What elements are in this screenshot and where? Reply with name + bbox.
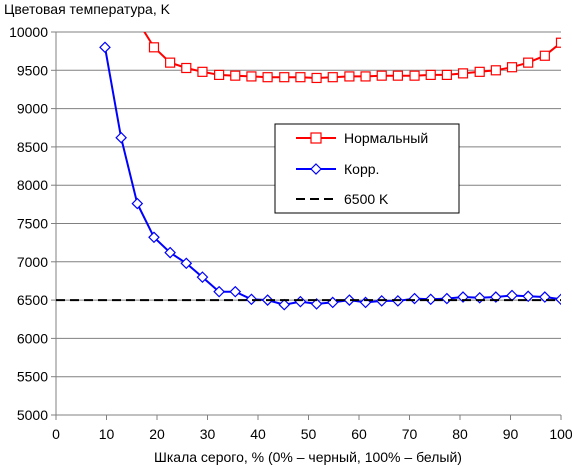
data-point	[326, 296, 339, 309]
y-tick-label: 5000	[17, 407, 48, 423]
data-point	[392, 70, 403, 81]
data-point	[294, 295, 307, 308]
x-tick-label: 40	[250, 426, 266, 442]
legend-label-reference: 6500 K	[344, 191, 389, 207]
data-point	[360, 71, 371, 82]
legend: Нормальный Корр. 6500 K	[274, 123, 460, 214]
data-point	[522, 290, 535, 303]
data-point	[539, 50, 550, 61]
data-point	[311, 72, 322, 84]
x-tick-label: 100	[549, 426, 572, 442]
y-tick-label: 9000	[17, 101, 48, 117]
y-tick-label: 7500	[17, 216, 48, 232]
data-point	[246, 71, 257, 82]
data-point	[506, 289, 518, 302]
y-tick-labels: 5000 5500 6000 6500 7000 7500 8000 8500 9000 9500…	[9, 24, 56, 423]
legend-marker-corrected	[310, 163, 322, 175]
data-point	[164, 246, 176, 259]
y-tick-label: 9500	[17, 62, 48, 78]
data-point	[555, 293, 561, 306]
data-point	[115, 131, 127, 144]
data-point	[278, 298, 291, 311]
x-tick-label: 30	[200, 426, 216, 442]
data-point	[131, 197, 144, 210]
x-axis-title: Шкала серого, % (0% – черный, 100% – бел…	[154, 449, 462, 465]
data-point	[148, 231, 160, 244]
data-point	[376, 70, 387, 81]
data-point	[327, 72, 338, 83]
x-tick-label: 10	[99, 426, 115, 442]
data-point	[441, 69, 452, 80]
x-tick-label: 90	[503, 426, 519, 442]
data-point	[165, 57, 176, 68]
data-point	[474, 66, 485, 77]
y-tick-label: 5500	[17, 369, 48, 385]
data-point	[295, 72, 306, 83]
data-point	[245, 293, 258, 306]
data-point	[279, 72, 290, 83]
y-tick-label: 8500	[17, 139, 48, 155]
data-point	[214, 69, 225, 80]
data-point	[408, 292, 421, 305]
x-tick-label: 20	[149, 426, 165, 442]
data-point	[441, 292, 453, 305]
data-point	[424, 293, 437, 306]
data-point	[181, 62, 192, 74]
data-point	[555, 37, 561, 48]
series-layer	[56, 16, 561, 311]
series-0	[133, 16, 561, 84]
x-tick-label: 60	[351, 426, 367, 442]
x-tick-label: 50	[301, 426, 317, 442]
data-point	[310, 298, 323, 310]
y-axis-title: Цветовая температура, K	[4, 1, 171, 17]
data-point	[230, 70, 241, 81]
data-point	[409, 70, 420, 81]
data-point	[262, 72, 273, 83]
legend-label-corrected: Корр.	[344, 161, 379, 177]
y-tick-label: 6500	[17, 292, 48, 308]
data-point	[506, 62, 518, 73]
data-point	[148, 42, 160, 53]
legend-label-normal: Нормальный	[344, 130, 428, 146]
x-tick-label: 70	[402, 426, 418, 442]
y-tick-label: 7000	[17, 254, 48, 270]
data-point	[457, 68, 469, 79]
y-tick-label: 8000	[17, 177, 48, 193]
data-point	[425, 69, 436, 80]
data-point	[133, 16, 142, 25]
data-point	[196, 271, 209, 283]
data-point	[359, 296, 372, 309]
data-point	[490, 65, 501, 76]
data-point	[229, 285, 242, 298]
data-point	[523, 57, 534, 68]
x-tick-label: 0	[52, 426, 60, 442]
data-point	[343, 294, 356, 306]
x-tick-label: 80	[452, 426, 468, 442]
data-point	[99, 41, 111, 54]
data-point	[197, 66, 208, 77]
y-tick-label: 10000	[9, 24, 48, 40]
legend-marker-normal	[310, 132, 322, 144]
data-point	[473, 291, 486, 304]
data-point	[180, 257, 193, 270]
y-tick-label: 6000	[17, 330, 48, 346]
data-point	[344, 71, 355, 82]
x-tick-labels: 0 10 20 30 40 50 60 70 80 90 100	[52, 415, 572, 442]
data-point	[213, 285, 225, 298]
series-line	[143, 32, 561, 80]
